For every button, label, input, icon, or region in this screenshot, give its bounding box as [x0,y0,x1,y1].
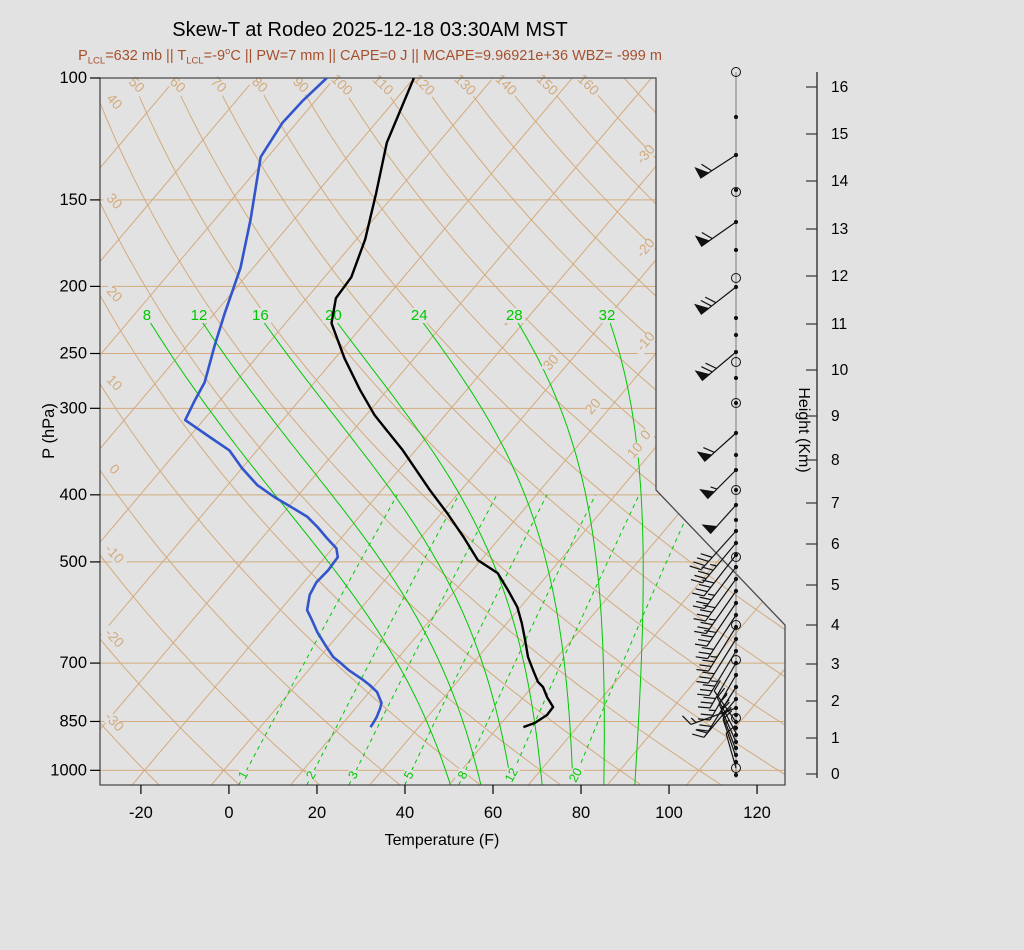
parameters-line: PLCL=632 mb || TLCL=-9oC || PW=7 mm || C… [78,46,662,67]
svg-text:80: 80 [249,73,271,95]
svg-text:9: 9 [831,408,840,425]
svg-text:20: 20 [566,766,585,785]
svg-text:-20: -20 [129,804,153,822]
svg-text:15: 15 [831,126,848,143]
svg-text:10: 10 [103,371,125,393]
svg-text:0: 0 [831,766,840,783]
svg-text:250: 250 [59,344,87,362]
page-title: Skew-T at Rodeo 2025-12-18 03:30AM MST [172,19,568,41]
temperature-trace [330,78,555,729]
svg-text:300: 300 [59,399,87,417]
svg-text:12: 12 [502,766,521,785]
svg-text:24: 24 [411,307,428,324]
sounding-traces [183,78,555,729]
svg-text:8: 8 [831,452,840,469]
svg-text:32: 32 [599,307,616,324]
svg-text:16: 16 [831,79,848,96]
svg-text:12: 12 [191,307,208,324]
svg-text:11: 11 [831,316,847,333]
svg-text:14: 14 [831,173,849,190]
svg-text:28: 28 [506,307,523,324]
svg-text:4: 4 [831,617,840,634]
background-lines [100,78,785,785]
svg-text:10: 10 [623,439,645,461]
svg-text:70: 70 [208,73,230,95]
dewpoint-trace [183,78,383,728]
svg-text:100: 100 [59,69,87,87]
svg-text:60: 60 [484,804,502,822]
svg-text:8: 8 [143,307,151,324]
dry-adiabat-lines [100,78,785,785]
svg-text:700: 700 [59,654,87,672]
svg-text:30: 30 [539,351,561,373]
mixing-ratio-lines [238,494,697,785]
plot-border [99,77,786,786]
svg-text:50: 50 [126,73,148,95]
moist-adiabat-lines [148,320,644,785]
isotherm-lines [100,78,785,785]
svg-text:850: 850 [59,712,87,730]
svg-text:30: 30 [103,190,125,212]
svg-text:90: 90 [290,73,312,95]
svg-text:2: 2 [831,693,840,710]
svg-text:500: 500 [59,553,87,571]
svg-text:13: 13 [831,221,848,238]
svg-text:20: 20 [308,804,326,822]
svg-text:12: 12 [831,268,848,285]
svg-text:20: 20 [581,395,603,417]
svg-text:150: 150 [59,191,87,209]
svg-text:40: 40 [103,90,125,112]
svg-text:40: 40 [396,804,414,822]
svg-text:1000: 1000 [50,761,87,779]
pressure-lines [100,199,785,771]
svg-text:120: 120 [743,804,771,822]
svg-text:10: 10 [831,362,849,379]
svg-text:P (hPa): P (hPa) [40,403,58,459]
svg-text:Height (Km): Height (Km) [795,387,812,472]
svg-text:1: 1 [831,730,840,747]
svg-text:60: 60 [167,73,189,95]
svg-text:Temperature (F): Temperature (F) [385,832,500,849]
svg-text:100: 100 [655,804,683,822]
svg-text:200: 200 [59,277,87,295]
svg-text:80: 80 [572,804,590,822]
svg-text:0: 0 [224,804,233,822]
svg-text:3: 3 [831,656,840,673]
svg-text:5: 5 [831,577,840,594]
svg-text:400: 400 [59,486,87,504]
wind-barbs [682,67,741,778]
svg-text:6: 6 [831,536,840,553]
svg-text:16: 16 [252,307,269,324]
svg-text:7: 7 [831,495,840,512]
